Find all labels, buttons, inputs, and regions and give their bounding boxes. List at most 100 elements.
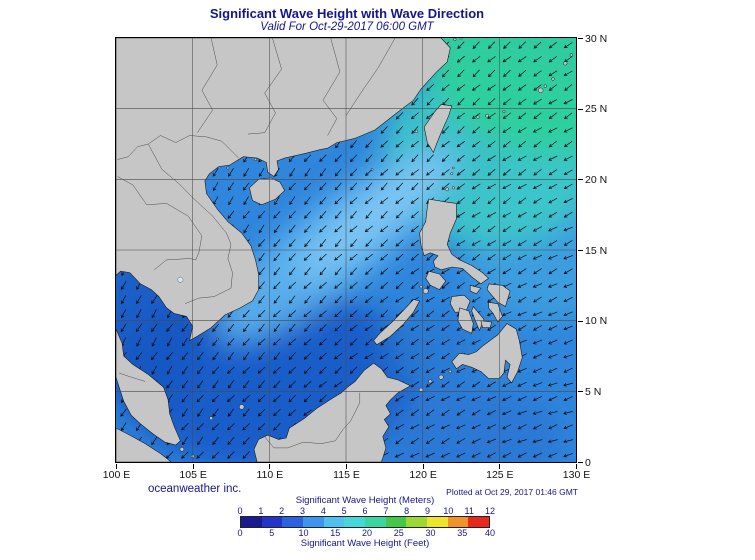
border-line	[247, 38, 282, 135]
x-axis-tick	[269, 464, 271, 469]
colorbar-segment	[241, 517, 262, 527]
y-axis-label: 5 N	[585, 385, 602, 398]
meters-tick-label: 8	[404, 506, 410, 516]
small-island	[226, 166, 230, 170]
feet-tick-label: 30	[425, 528, 436, 538]
landmass-bohol	[480, 320, 493, 329]
meters-tick-label: 9	[424, 506, 431, 516]
legend-meters-ticks: 0 1 2 3 4 5 6 7 8 9 10 11 12	[237, 506, 495, 516]
x-axis-label: 120 E	[409, 469, 437, 481]
small-island	[179, 447, 185, 452]
x-axis-label: 125 E	[486, 469, 514, 481]
meters-tick-label: 6	[362, 506, 368, 516]
small-island	[450, 172, 454, 176]
small-island	[239, 404, 245, 410]
feet-tick-label: 35	[457, 528, 468, 538]
small-island	[209, 416, 213, 421]
chart-subtitle: Valid For Oct-29-2017 06:00 GMT	[260, 21, 434, 33]
x-axis-tick	[192, 464, 194, 469]
landmass-masbate	[469, 284, 482, 295]
meters-tick-label: 4	[320, 506, 326, 516]
small-island	[551, 77, 555, 81]
x-axis-tick	[116, 464, 117, 469]
colorbar-segment	[282, 517, 304, 527]
x-axis-label: 130 E	[562, 469, 591, 481]
y-axis-tick	[578, 320, 583, 322]
landmass-sumatra	[116, 427, 172, 462]
y-axis-label: 30 N	[585, 32, 608, 45]
small-island	[253, 157, 258, 162]
small-island	[414, 129, 419, 133]
x-axis-label: 115 E	[333, 469, 360, 481]
small-island	[419, 285, 423, 289]
grid-layer	[116, 38, 576, 462]
meters-tick-label: 1	[258, 506, 264, 516]
colorbar-segment	[468, 517, 490, 527]
colorbar-segment	[303, 517, 324, 527]
y-axis-label: 15 N	[585, 244, 608, 257]
border-line	[197, 38, 218, 133]
landmass-hainan	[249, 177, 286, 206]
feet-tick-label: 40	[484, 528, 496, 538]
colorbar-segment	[385, 517, 407, 527]
y-axis-tick	[578, 179, 583, 181]
small-island	[543, 84, 547, 88]
land-layer	[116, 38, 574, 462]
landmass-mindanao	[451, 323, 523, 384]
landmass-palawan	[373, 299, 421, 346]
small-island	[485, 113, 489, 118]
small-island	[538, 87, 544, 93]
small-island	[453, 38, 457, 41]
small-island	[476, 115, 480, 119]
meters-tick-label: 0	[237, 506, 243, 516]
meters-tick-label: 10	[443, 506, 454, 516]
landmass-borneo	[253, 362, 412, 462]
y-axis-tick	[578, 38, 583, 39]
chart-title: Significant Wave Height with Wave Direct…	[209, 6, 485, 21]
colorbar-segment	[427, 517, 448, 527]
border-line	[263, 392, 361, 449]
legend-feet-ticks: 0 5 10 15 20 25 30 35 40	[237, 528, 495, 538]
y-axis-tick	[578, 250, 583, 251]
legend-title-feet: Significant Wave Height (Feet)	[300, 538, 430, 549]
lake	[177, 276, 184, 283]
landmass-taiwan	[423, 104, 453, 154]
x-axis-label: 110 E	[256, 469, 284, 481]
colorbar-segment	[406, 517, 428, 527]
x-axis-label: 100 E	[102, 469, 131, 481]
meters-tick-label: 5	[341, 506, 347, 516]
x-axis-tick	[499, 464, 501, 469]
wave-height-shading	[376, 388, 566, 462]
small-island	[448, 369, 452, 374]
meters-tick-label: 11	[464, 506, 474, 516]
colorbar-segment	[365, 517, 386, 527]
x-axis-tick	[422, 464, 424, 469]
feet-tick-label: 25	[393, 528, 404, 538]
small-island	[422, 288, 429, 294]
y-axis-tick	[578, 462, 583, 463]
border-line	[322, 38, 341, 136]
colorbar	[240, 516, 490, 528]
border-line	[147, 143, 233, 304]
landmass-asia	[116, 38, 451, 342]
landmass-cebu	[471, 305, 485, 332]
feet-tick-label: 15	[330, 528, 341, 538]
colorbar-segment	[261, 517, 283, 527]
x-axis-tick	[576, 464, 577, 469]
border-line	[117, 176, 203, 270]
small-island	[370, 168, 374, 171]
small-island	[502, 110, 506, 113]
small-island	[452, 166, 455, 170]
meters-tick-label: 12	[484, 506, 496, 516]
y-axis-tick	[578, 108, 583, 110]
feet-tick-label: 20	[361, 528, 373, 538]
legend-title-meters: Significant Wave Height (Meters)	[295, 495, 435, 506]
landmass-mindoro	[425, 270, 447, 290]
y-axis-tick	[578, 391, 583, 393]
y-axis-label: 10 N	[585, 315, 608, 328]
meters-tick-label: 7	[383, 506, 389, 516]
small-island	[428, 379, 433, 384]
landmass-leyte	[488, 301, 503, 323]
